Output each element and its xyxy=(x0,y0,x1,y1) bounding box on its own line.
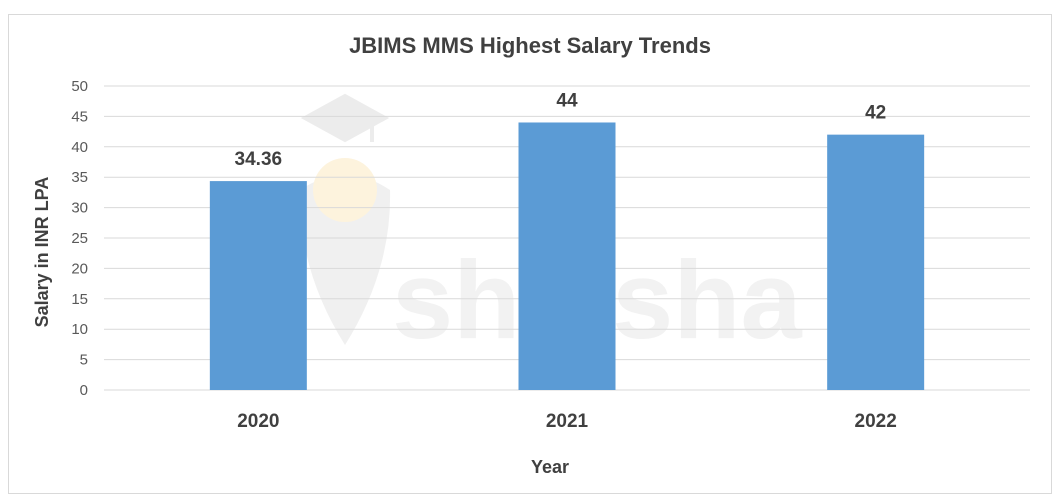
bar-2020[interactable] xyxy=(209,181,307,390)
chart-title: JBIMS MMS Highest Salary Trends xyxy=(349,33,711,58)
y-tick-label: 40 xyxy=(71,139,88,156)
y-tick-label: 25 xyxy=(71,230,88,247)
y-axis-ticks: 0 5 10 15 20 25 30 35 40 45 50 xyxy=(71,78,88,399)
y-tick-label: 50 xyxy=(71,78,88,95)
y-tick-label: 0 xyxy=(80,382,88,399)
bar-2021[interactable] xyxy=(518,122,616,390)
y-tick-label: 30 xyxy=(71,200,88,217)
data-labels: 34.36 44 42 xyxy=(235,90,887,170)
x-axis-ticks: 2020 2021 2022 xyxy=(237,411,897,432)
x-tick-label: 2021 xyxy=(546,411,589,432)
graduation-cap-logo-icon xyxy=(300,93,390,143)
x-axis-title: Year xyxy=(531,457,569,477)
data-label-2022: 42 xyxy=(865,103,886,124)
y-tick-label: 45 xyxy=(71,108,88,125)
sun-logo-icon xyxy=(313,158,377,222)
pen-nib-logo-icon xyxy=(299,175,391,345)
y-tick-label: 10 xyxy=(71,321,88,338)
y-tick-label: 20 xyxy=(71,260,88,277)
data-label-2020: 34.36 xyxy=(235,149,283,170)
y-tick-label: 5 xyxy=(80,352,88,369)
bars xyxy=(209,122,925,390)
bar-2022[interactable] xyxy=(827,134,925,390)
x-tick-label: 2020 xyxy=(237,411,279,432)
y-axis-title: Salary in INR LPA xyxy=(32,177,52,328)
y-tick-label: 35 xyxy=(71,169,88,186)
data-label-2021: 44 xyxy=(556,90,578,111)
x-tick-label: 2022 xyxy=(855,411,897,432)
y-tick-label: 15 xyxy=(71,291,88,308)
